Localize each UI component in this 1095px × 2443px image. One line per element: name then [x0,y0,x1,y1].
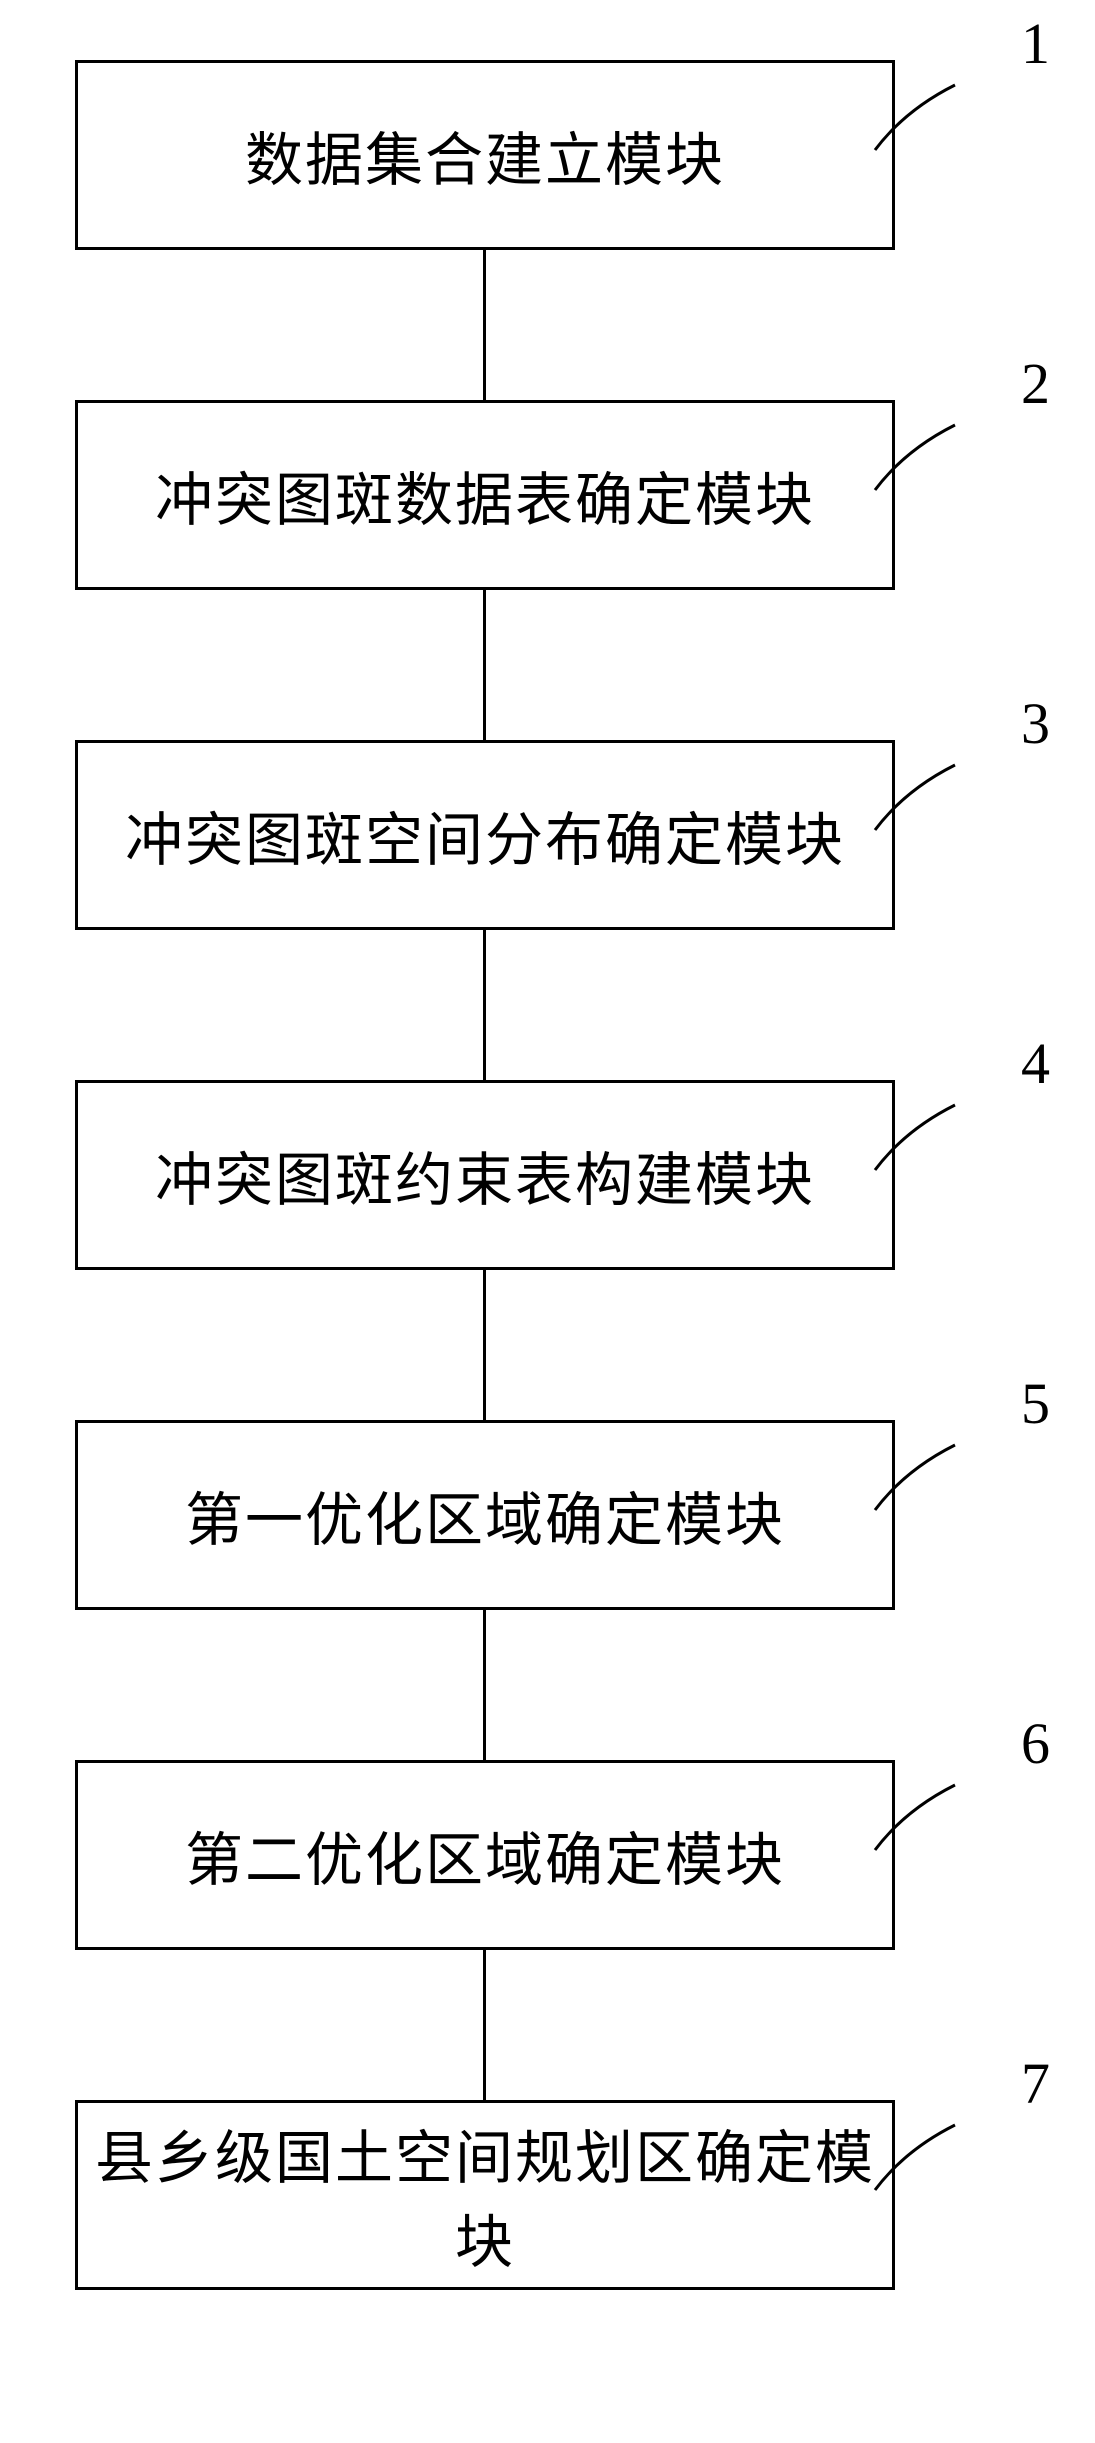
connector-3-4 [483,930,486,1080]
node-box-4: 冲突图斑约束表构建模块 [75,1080,895,1270]
curve-icon [870,1095,970,1175]
leader-line-3 [870,755,970,840]
node-box-2: 冲突图斑数据表确定模块 [75,400,895,590]
connector-2-3 [483,590,486,740]
node-label-1: 数据集合建立模块 [245,113,725,197]
node-box-3: 冲突图斑空间分布确定模块 [75,740,895,930]
node-box-1: 数据集合建立模块 [75,60,895,250]
node-label-2: 冲突图斑数据表确定模块 [155,453,815,537]
node-wrapper-3: 冲突图斑空间分布确定模块 3 [75,740,1020,930]
node-box-7: 县乡级国土空间规划区确定模块 [75,2100,895,2290]
leader-line-4 [870,1095,970,1180]
leader-line-1 [870,75,970,160]
node-wrapper-5: 第一优化区域确定模块 5 [75,1420,1020,1610]
node-number-6: 6 [1021,1710,1050,1777]
node-label-5: 第一优化区域确定模块 [185,1473,785,1557]
curve-icon [870,75,970,155]
node-label-7: 县乡级国土空间规划区确定模块 [78,2111,892,2279]
node-wrapper-1: 数据集合建立模块 1 [75,60,1020,250]
node-label-3: 冲突图斑空间分布确定模块 [125,793,845,877]
node-number-7: 7 [1021,2050,1050,2117]
connector-1-2 [483,250,486,400]
leader-line-5 [870,1435,970,1520]
node-box-6: 第二优化区域确定模块 [75,1760,895,1950]
leader-line-2 [870,415,970,500]
leader-line-6 [870,1775,970,1860]
node-wrapper-7: 县乡级国土空间规划区确定模块 7 [75,2100,1020,2290]
curve-icon [870,1435,970,1515]
node-number-5: 5 [1021,1370,1050,1437]
flowchart-container: 数据集合建立模块 1 冲突图斑数据表确定模块 2 冲突图斑空间分布确定模块 [75,60,1020,2290]
curve-icon [870,2115,970,2195]
connector-5-6 [483,1610,486,1760]
node-number-3: 3 [1021,690,1050,757]
node-number-1: 1 [1021,10,1050,77]
curve-icon [870,1775,970,1855]
node-wrapper-6: 第二优化区域确定模块 6 [75,1760,1020,1950]
node-label-4: 冲突图斑约束表构建模块 [155,1133,815,1217]
node-number-4: 4 [1021,1030,1050,1097]
node-label-6: 第二优化区域确定模块 [185,1813,785,1897]
connector-6-7 [483,1950,486,2100]
curve-icon [870,415,970,495]
leader-line-7 [870,2115,970,2200]
node-number-2: 2 [1021,350,1050,417]
node-wrapper-4: 冲突图斑约束表构建模块 4 [75,1080,1020,1270]
node-wrapper-2: 冲突图斑数据表确定模块 2 [75,400,1020,590]
curve-icon [870,755,970,835]
node-box-5: 第一优化区域确定模块 [75,1420,895,1610]
connector-4-5 [483,1270,486,1420]
